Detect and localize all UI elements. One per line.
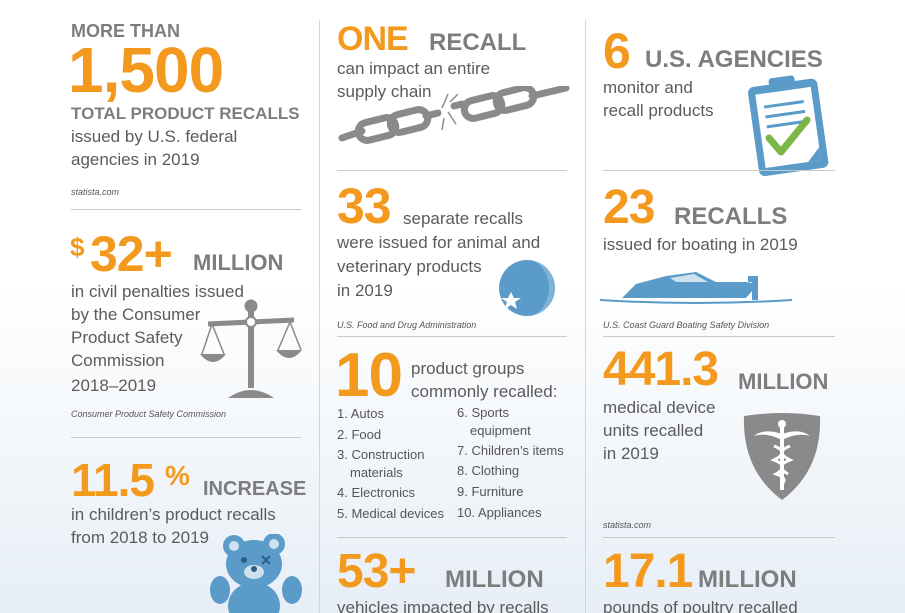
clipboard-check-icon bbox=[748, 75, 829, 177]
stat-description-line: issued for boating in 2019 bbox=[603, 235, 798, 254]
section-divider bbox=[337, 170, 567, 171]
stat-number: 32+ bbox=[90, 226, 173, 282]
list-item: 6. Sports bbox=[457, 405, 510, 420]
source-citation: statista.com bbox=[71, 187, 120, 197]
stat-description-line: veterinary products bbox=[337, 257, 482, 276]
list-item: 4. Electronics bbox=[337, 485, 416, 500]
stat-label: TOTAL PRODUCT RECALLS bbox=[71, 104, 300, 123]
stat-description-line: Commission bbox=[71, 351, 165, 370]
section-divider bbox=[337, 537, 567, 538]
section-divider bbox=[337, 336, 567, 337]
list-item: 9. Furniture bbox=[457, 484, 524, 499]
list-item: materials bbox=[350, 465, 403, 480]
stat-unit: MILLION bbox=[193, 250, 284, 275]
stat-unit: RECALLS bbox=[674, 203, 788, 230]
stat-description-line: can impact an entire bbox=[337, 59, 491, 78]
list-item: 1. Autos bbox=[337, 406, 384, 421]
stat-description-line: from 2018 to 2019 bbox=[71, 528, 209, 547]
medical-caduceus-shield-icon bbox=[743, 413, 821, 500]
source-citation: U.S. Coast Guard Boating Safety Division bbox=[603, 320, 770, 330]
stat-description-line: monitor and bbox=[603, 78, 693, 97]
pet-ball-icon bbox=[499, 260, 555, 316]
list-item: 7. Children’s items bbox=[457, 443, 564, 458]
stat-description-line: agencies in 2019 bbox=[71, 150, 200, 169]
list-item: 2. Food bbox=[337, 427, 382, 442]
stat-number: ONE bbox=[337, 20, 409, 58]
list-item: 3. Construction bbox=[337, 447, 425, 462]
boat-icon bbox=[599, 272, 793, 304]
stat-unit: RECALL bbox=[429, 29, 527, 56]
stat-unit: MILLION bbox=[445, 566, 544, 593]
stat-number: 441.3 bbox=[603, 343, 719, 396]
stat-percent: % bbox=[165, 460, 190, 491]
section-divider bbox=[603, 170, 835, 171]
stat-description-line: were issued for animal and bbox=[337, 233, 541, 252]
stat-prefix: MORE THAN bbox=[71, 21, 180, 41]
stat-description-line: in 2019 bbox=[603, 444, 659, 463]
stat-description-line: in 2019 bbox=[337, 281, 393, 300]
stat-description-line: issued by U.S. federal bbox=[71, 127, 238, 146]
teddy-bear-icon bbox=[210, 534, 302, 613]
list-item: equipment bbox=[470, 423, 531, 438]
source-citation: statista.com bbox=[603, 520, 652, 530]
stat-number: 53+ bbox=[337, 545, 416, 598]
stat-description-line: separate recalls bbox=[403, 209, 524, 228]
column-divider-right bbox=[585, 20, 586, 613]
stat-number: 10 bbox=[335, 341, 403, 410]
stat-unit: MILLION bbox=[698, 566, 797, 593]
list-item: 5. Medical devices bbox=[337, 506, 444, 521]
stat-description-line: product groups bbox=[411, 359, 525, 378]
stat-description-line: in civil penalties issued bbox=[71, 282, 244, 301]
column-divider-left bbox=[319, 20, 320, 613]
source-citation: Consumer Product Safety Commission bbox=[71, 409, 227, 419]
stat-unit: INCREASE bbox=[203, 478, 307, 500]
stat-description-line: 2018–2019 bbox=[71, 376, 157, 395]
source-citation: U.S. Food and Drug Administration bbox=[337, 320, 477, 330]
section-divider bbox=[603, 537, 835, 538]
stat-description-line: by the Consumer bbox=[71, 305, 201, 324]
stat-unit: U.S. AGENCIES bbox=[645, 46, 823, 73]
list-item: 10. Appliances bbox=[457, 505, 542, 520]
stat-number: 23 bbox=[603, 181, 655, 234]
stat-description-line: Product Safety bbox=[71, 328, 183, 347]
stat-number: 33 bbox=[337, 178, 392, 234]
stat-description-line: supply chain bbox=[337, 82, 432, 101]
scales-icon bbox=[200, 299, 302, 398]
stat-description-line: pounds of poultry recalled bbox=[603, 598, 798, 613]
section-divider bbox=[71, 209, 301, 210]
stat-description-line: vehicles impacted by recalls bbox=[337, 598, 549, 613]
stat-number: 1,500 bbox=[68, 34, 224, 106]
stat-number: 11.5 bbox=[71, 454, 155, 506]
section-divider bbox=[71, 437, 301, 438]
stat-description-line: medical device bbox=[603, 398, 716, 417]
stat-description-line: units recalled bbox=[603, 421, 704, 440]
stat-unit: MILLION bbox=[738, 369, 829, 394]
section-divider bbox=[603, 336, 835, 337]
list-item: 8. Clothing bbox=[457, 463, 520, 478]
stat-description-line: recall products bbox=[603, 101, 714, 120]
stat-description-line: commonly recalled: bbox=[411, 382, 558, 401]
stat-number: 6 bbox=[603, 23, 631, 79]
stat-number: 17.1 bbox=[603, 545, 693, 598]
product-group-list-left: 1. Autos 2. Food 3. Construction materia… bbox=[337, 404, 444, 524]
stat-dollar-sign: $ bbox=[70, 232, 85, 262]
product-group-list-right: 6. Sports equipment 7. Children’s items … bbox=[457, 404, 564, 523]
stat-description-line: in children’s product recalls bbox=[71, 505, 276, 524]
broken-chain-icon bbox=[338, 86, 570, 144]
